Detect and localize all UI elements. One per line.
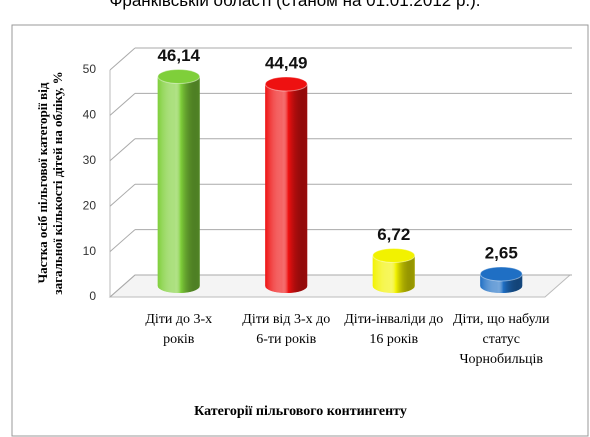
value-label: 6,72: [377, 225, 410, 244]
x-tick-label: Діти, що набули статус Чорнобильців: [453, 312, 550, 367]
y-axis-label: Частка осіб пільгової категорії від зага…: [35, 71, 65, 295]
x-tick-label: Діти до 3-х років: [145, 312, 213, 347]
value-label: 2,65: [485, 243, 518, 262]
bar-shade: [480, 273, 523, 293]
bar-top: [157, 69, 201, 85]
bar-shade: [265, 84, 308, 293]
grid-line-side: [109, 229, 136, 252]
bar-shade: [372, 255, 415, 293]
grid-line-side: [109, 274, 136, 298]
y-tick-label: 10: [83, 244, 97, 258]
value-label: 46,14: [157, 46, 200, 65]
grid-line-side: [109, 138, 136, 162]
y-tick-label: 50: [83, 62, 97, 76]
chart-title: Франківській області (станом на 01.01.20…: [109, 0, 481, 10]
x-tick-label: Діти від 3-х до 6-ти років: [242, 312, 331, 347]
bar-top: [264, 76, 308, 92]
grid-line-side: [109, 93, 136, 116]
y-tick-label: 0: [89, 289, 96, 303]
value-label: 44,49: [265, 53, 308, 72]
grid-line-side: [109, 47, 136, 71]
x-axis-label: Категорії пільгового контингенту: [194, 404, 407, 419]
x-tick-label: Діти-інваліди до 16 років: [344, 312, 444, 347]
bar-top: [372, 247, 416, 263]
chart-frame: [11, 24, 589, 437]
grid-line-side: [109, 183, 136, 207]
y-tick-label: 30: [83, 153, 97, 167]
bar-top: [479, 266, 523, 282]
bar-shade: [157, 76, 200, 293]
y-tick-label: 40: [83, 108, 97, 122]
y-tick-label: 20: [83, 198, 97, 212]
